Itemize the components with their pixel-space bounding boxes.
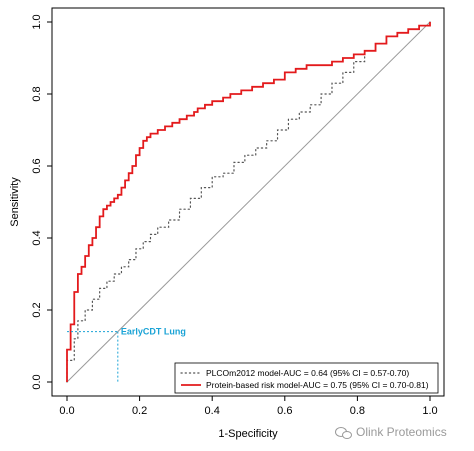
y-axis-title: Sensitivity — [9, 177, 21, 227]
x-tick-label: 0.2 — [132, 405, 147, 417]
x-tick-label: 0.0 — [59, 405, 74, 417]
legend-label: PLCOm2012 model-AUC = 0.64 (95% CI = 0.5… — [206, 368, 409, 378]
legend: PLCOm2012 model-AUC = 0.64 (95% CI = 0.5… — [174, 362, 439, 394]
annotation-layer: EarlyCDT Lung — [67, 327, 186, 382]
y-tick-label: 0.2 — [31, 302, 43, 317]
series-layer — [66, 21, 431, 383]
x-tick-label: 0.4 — [205, 405, 220, 417]
y-tick-label: 1.0 — [31, 14, 43, 29]
legend-box — [174, 362, 439, 394]
plot-frame — [51, 7, 445, 397]
x-tick-label: 1.0 — [422, 405, 437, 417]
axes: 0.0 0.2 0.4 0.6 0.8 1.0 0.0 0.2 0.4 0.6 0.8 1.0 — [31, 14, 438, 417]
watermark: Olink Proteomics — [335, 425, 447, 439]
legend-label: Protein-based risk model-AUC = 0.75 (95%… — [206, 380, 429, 390]
x-tick-label: 0.8 — [350, 405, 365, 417]
wechat-icon — [335, 427, 352, 439]
annotation-label: EarlyCDT Lung — [121, 327, 186, 337]
x-tick-label: 0.6 — [277, 405, 292, 417]
series-line-plcom2012 — [66, 21, 431, 383]
x-axis-title: 1-Specificity — [218, 428, 278, 440]
y-tick-label: 0.6 — [31, 158, 43, 173]
watermark-text: Olink Proteomics — [356, 425, 447, 439]
y-tick-label: 0.4 — [31, 230, 43, 245]
series-line-protein-risk — [66, 22, 431, 382]
y-tick-label: 0.0 — [31, 374, 43, 389]
reference-diagonal — [66, 21, 431, 383]
y-tick-label: 0.8 — [31, 86, 43, 101]
